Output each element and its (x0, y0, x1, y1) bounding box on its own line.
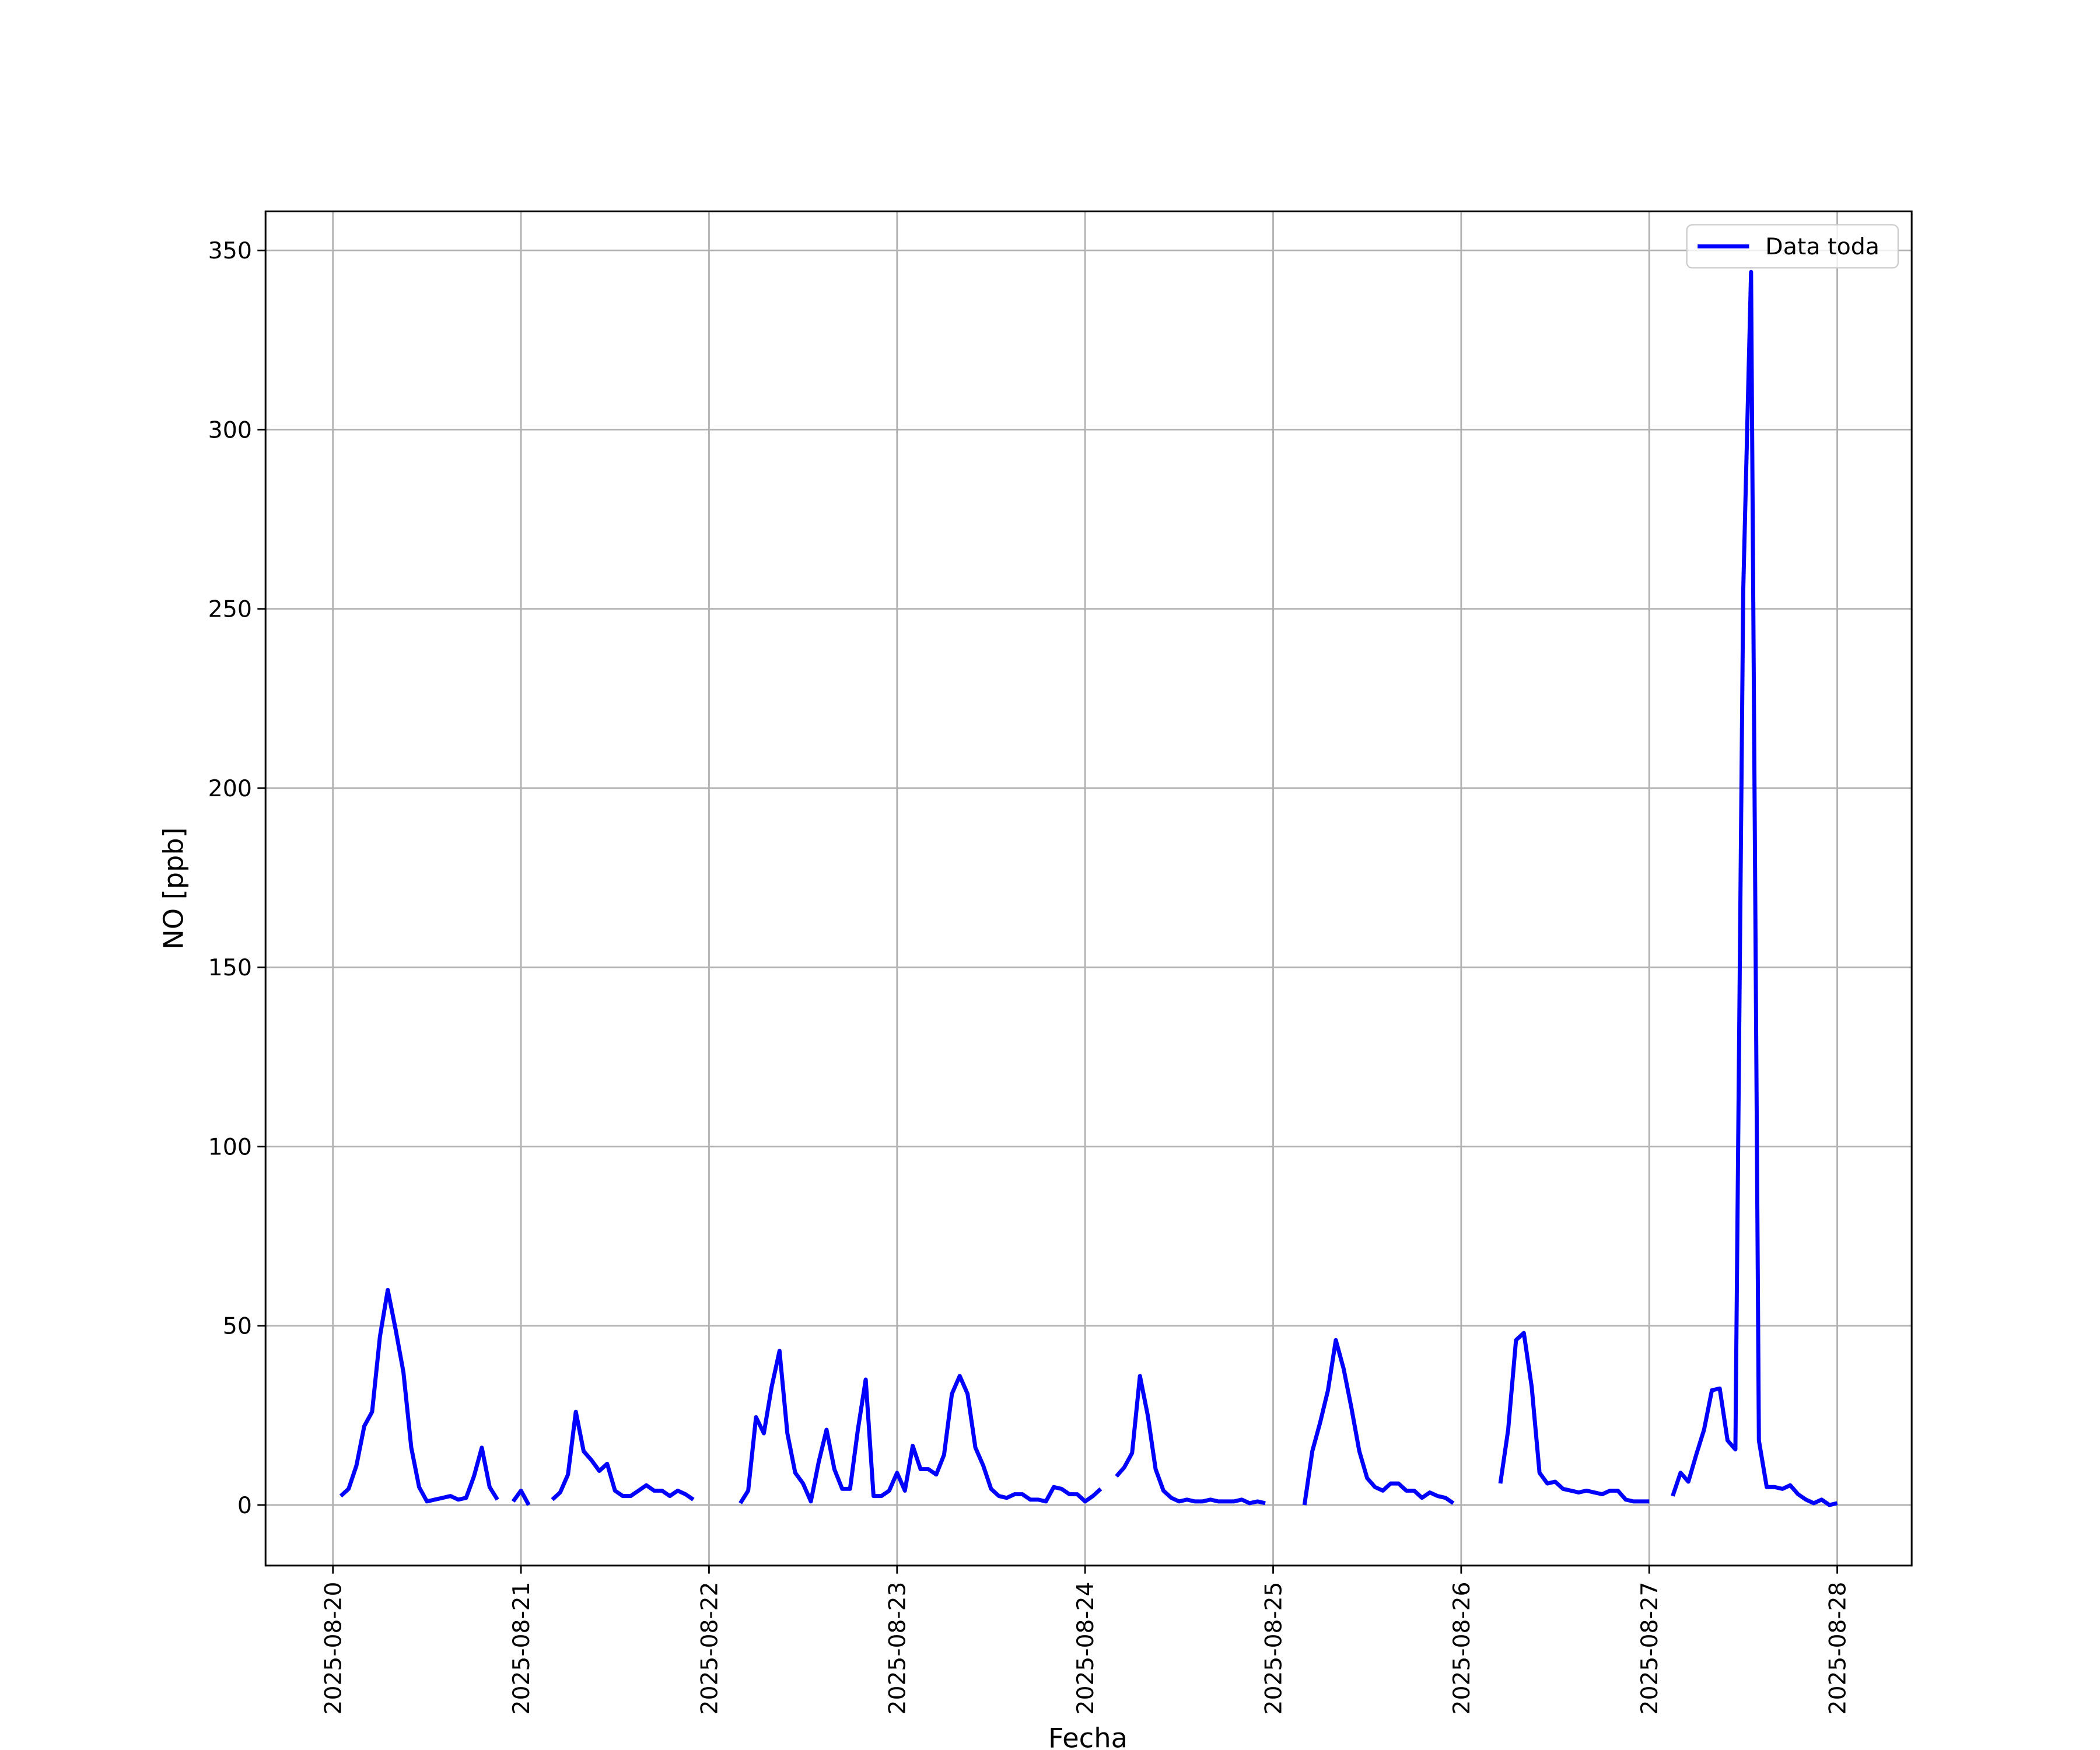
x-tick-label: 2025-08-21 (508, 1582, 535, 1715)
data-line (551, 1409, 695, 1502)
legend-box (1686, 224, 1899, 269)
data-line (1302, 1338, 1455, 1506)
x-tick-label: 2025-08-28 (1824, 1582, 1851, 1715)
y-tick-label: 250 (208, 596, 252, 623)
data-line (1671, 270, 1838, 1507)
x-tick-label: 2025-08-25 (1260, 1582, 1287, 1715)
data-line (738, 1349, 1102, 1504)
data-line (1498, 1331, 1650, 1504)
y-tick-label: 300 (208, 416, 252, 443)
x-tick-label: 2025-08-26 (1448, 1582, 1475, 1715)
plot-frame (264, 210, 1913, 1567)
data-line (339, 1287, 499, 1504)
x-tick-label: 2025-08-23 (884, 1582, 911, 1715)
x-axis-label: Fecha (1048, 1723, 1128, 1750)
y-tick-label: 150 (208, 954, 252, 981)
legend-label: Data toda (1765, 233, 1880, 260)
y-tick-label: 350 (208, 237, 252, 264)
x-tick-label: 2025-08-22 (696, 1582, 723, 1715)
y-tick-label: 200 (208, 775, 252, 802)
y-tick-label: 50 (223, 1313, 252, 1340)
data-line (1115, 1374, 1266, 1506)
y-tick-label: 0 (237, 1492, 252, 1519)
x-tick-label: 2025-08-20 (320, 1582, 347, 1715)
data-line (511, 1488, 531, 1506)
x-tick-label: 2025-08-24 (1072, 1582, 1099, 1715)
y-axis-label: NO [ppb] (158, 827, 189, 949)
x-tick-label: 2025-08-27 (1636, 1582, 1663, 1715)
legend: Data toda (1686, 224, 1899, 269)
y-tick-label: 100 (208, 1133, 252, 1160)
